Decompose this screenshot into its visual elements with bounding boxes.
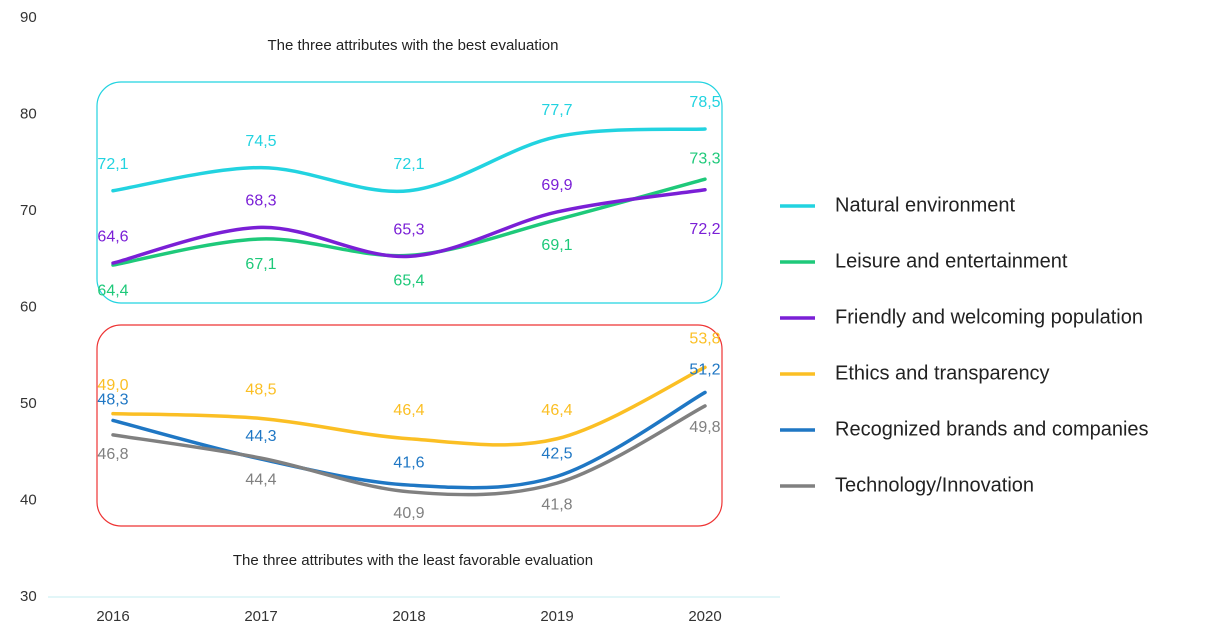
y-tick-label: 90 — [20, 9, 37, 26]
x-tick-label: 2019 — [540, 608, 573, 625]
series-line — [111, 365, 707, 447]
annotation: The three attributes with the least favo… — [233, 552, 593, 569]
data-label: 69,1 — [541, 237, 572, 254]
x-tick-label: 2020 — [688, 608, 721, 625]
legend-label: Recognized brands and companies — [835, 418, 1149, 440]
y-tick-label: 80 — [20, 105, 37, 122]
legend-label: Natural environment — [835, 194, 1016, 216]
data-label: 72,1 — [393, 156, 424, 173]
legend-label: Leisure and entertainment — [835, 250, 1068, 272]
least-box — [96, 324, 723, 527]
y-tick-label: 60 — [20, 298, 37, 315]
data-label: 44,3 — [245, 428, 276, 445]
y-tick-label: 40 — [20, 491, 37, 508]
data-label: 49,8 — [689, 419, 720, 436]
series-line — [111, 127, 707, 194]
x-tick-label: 2016 — [96, 608, 129, 625]
data-label: 48,3 — [97, 392, 128, 409]
data-label: 46,4 — [393, 402, 424, 419]
data-label: 51,2 — [689, 362, 720, 379]
data-label: 64,4 — [97, 282, 128, 299]
data-label: 53,8 — [689, 331, 720, 348]
data-label: 77,7 — [541, 102, 572, 119]
data-label: 49,0 — [97, 377, 128, 394]
data-label: 64,6 — [97, 228, 128, 245]
data-label: 48,5 — [245, 382, 276, 399]
series-line — [111, 188, 707, 265]
data-label: 41,6 — [393, 454, 424, 471]
data-label: 73,3 — [689, 150, 720, 167]
y-tick-label: 30 — [20, 588, 37, 605]
series-line — [111, 404, 707, 497]
x-tick-label: 2017 — [244, 608, 277, 625]
best-box — [96, 81, 723, 304]
y-tick-label: 70 — [20, 202, 37, 219]
data-label: 72,2 — [689, 221, 720, 238]
x-tick-label: 2018 — [392, 608, 425, 625]
data-label: 40,9 — [393, 505, 424, 522]
data-label: 42,5 — [541, 446, 572, 463]
data-label: 74,5 — [245, 133, 276, 150]
data-label: 46,4 — [541, 402, 572, 419]
data-label: 69,9 — [541, 177, 572, 194]
data-label: 44,4 — [245, 471, 276, 488]
data-label: 68,3 — [245, 193, 276, 210]
data-label: 72,1 — [97, 156, 128, 173]
legend-label: Ethics and transparency — [835, 362, 1050, 384]
data-label: 46,8 — [97, 446, 128, 463]
data-label: 65,3 — [393, 222, 424, 239]
annotation: The three attributes with the best evalu… — [267, 37, 558, 54]
data-label: 67,1 — [245, 256, 276, 273]
y-tick-label: 50 — [20, 395, 37, 412]
series-line — [111, 390, 707, 490]
data-label: 78,5 — [689, 94, 720, 111]
legend-label: Technology/Innovation — [835, 474, 1034, 496]
legend-label: Friendly and welcoming population — [835, 306, 1143, 328]
data-label: 65,4 — [393, 273, 424, 290]
data-label: 41,8 — [541, 496, 572, 513]
